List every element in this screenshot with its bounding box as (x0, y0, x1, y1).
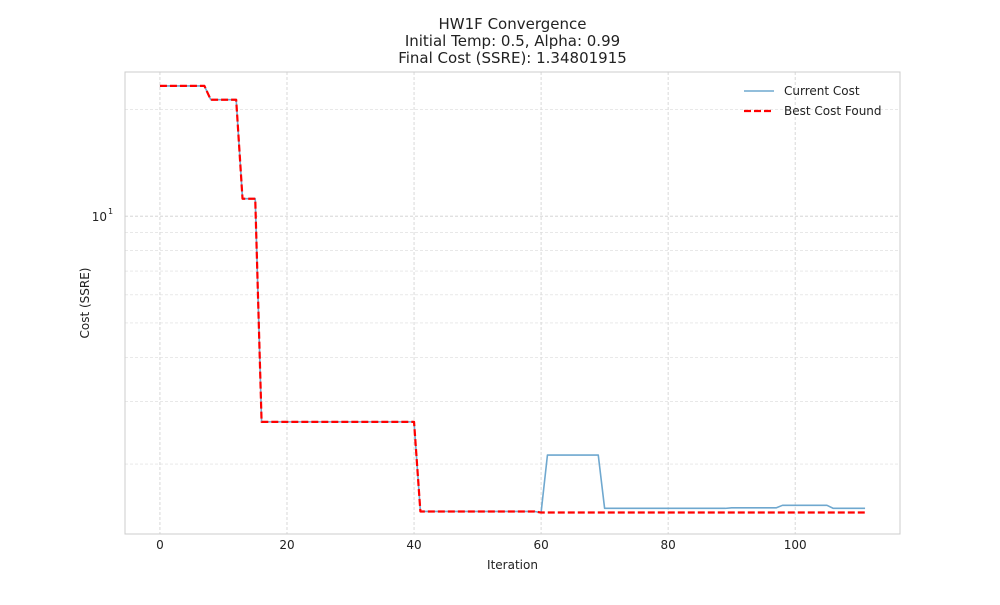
x-tick-label: 0 (156, 538, 164, 552)
series-layer (159, 84, 866, 514)
y-axis-label: Cost (SSRE) (78, 267, 92, 338)
x-axis-label: Iteration (487, 558, 538, 572)
legend-label-best-cost: Best Cost Found (784, 104, 882, 118)
x-tick-label: 80 (660, 538, 675, 552)
x-tick-label: 60 (533, 538, 548, 552)
x-tick-label: 40 (406, 538, 421, 552)
tick-layer: 0 20 40 60 80 100 10 1 (92, 207, 807, 552)
legend-label-current-cost: Current Cost (784, 84, 860, 98)
x-tick-label: 100 (784, 538, 807, 552)
plot-frame (124, 71, 901, 535)
chart-title-line-2: Initial Temp: 0.5, Alpha: 0.99 (405, 32, 620, 50)
chart-title-line-1: HW1F Convergence (439, 15, 587, 33)
legend: Current Cost Best Cost Found (744, 84, 882, 118)
y-tick-label-exponent: 1 (108, 207, 113, 216)
x-tick-label: 20 (279, 538, 294, 552)
grid-layer (125, 72, 900, 534)
y-tick-label: 10 (92, 210, 107, 224)
chart-title-line-3: Final Cost (SSRE): 1.34801915 (398, 49, 627, 67)
